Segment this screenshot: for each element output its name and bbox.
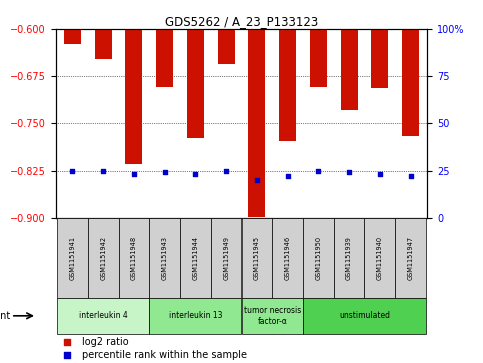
Bar — [395, 218, 426, 298]
Bar — [126, 29, 142, 164]
Text: GSM1151943: GSM1151943 — [162, 236, 168, 280]
Bar — [187, 29, 204, 138]
Point — [161, 170, 169, 175]
Bar — [149, 218, 180, 298]
Point — [376, 171, 384, 177]
Bar — [303, 298, 426, 334]
Bar — [334, 218, 365, 298]
Text: tumor necrosis
factor-α: tumor necrosis factor-α — [243, 306, 301, 326]
Bar — [211, 218, 242, 298]
Bar — [402, 29, 419, 136]
Text: log2 ratio: log2 ratio — [82, 337, 128, 347]
Point — [130, 171, 138, 177]
Text: GSM1151940: GSM1151940 — [377, 236, 383, 280]
Title: GDS5262 / A_23_P133123: GDS5262 / A_23_P133123 — [165, 15, 318, 28]
Point — [99, 168, 107, 174]
Point — [222, 168, 230, 174]
Text: unstimulated: unstimulated — [339, 311, 390, 320]
Text: interleukin 4: interleukin 4 — [79, 311, 128, 320]
Text: GSM1151939: GSM1151939 — [346, 236, 352, 280]
Text: GSM1151950: GSM1151950 — [315, 236, 321, 280]
Bar — [272, 218, 303, 298]
Bar — [242, 298, 303, 334]
Text: GSM1151948: GSM1151948 — [131, 236, 137, 280]
Bar — [57, 218, 88, 298]
Bar — [371, 29, 388, 87]
Text: GSM1151941: GSM1151941 — [70, 236, 75, 280]
Bar — [341, 29, 357, 110]
Text: percentile rank within the sample: percentile rank within the sample — [82, 350, 247, 360]
Point — [253, 177, 261, 183]
Point — [284, 174, 291, 179]
Bar — [95, 29, 112, 59]
Bar — [248, 29, 265, 217]
Text: GSM1151942: GSM1151942 — [100, 236, 106, 280]
Bar — [303, 218, 334, 298]
Text: agent: agent — [0, 311, 11, 321]
Bar — [149, 298, 242, 334]
Bar — [57, 298, 149, 334]
Text: GSM1151945: GSM1151945 — [254, 236, 260, 280]
Bar — [218, 29, 235, 64]
Bar — [88, 218, 118, 298]
Text: GSM1151946: GSM1151946 — [284, 236, 291, 280]
Bar — [365, 218, 395, 298]
Point — [63, 352, 71, 358]
Point — [314, 168, 322, 174]
Bar — [64, 29, 81, 44]
Bar — [310, 29, 327, 87]
Bar — [118, 218, 149, 298]
Text: GSM1151944: GSM1151944 — [192, 236, 199, 280]
Bar — [279, 29, 296, 141]
Bar — [156, 29, 173, 87]
Bar — [242, 218, 272, 298]
Text: GSM1151947: GSM1151947 — [408, 236, 413, 280]
Point — [407, 174, 414, 179]
Bar — [180, 218, 211, 298]
Point — [69, 168, 76, 174]
Text: interleukin 13: interleukin 13 — [169, 311, 222, 320]
Point — [192, 171, 199, 177]
Text: GSM1151949: GSM1151949 — [223, 236, 229, 280]
Point — [345, 170, 353, 175]
Point — [63, 339, 71, 345]
